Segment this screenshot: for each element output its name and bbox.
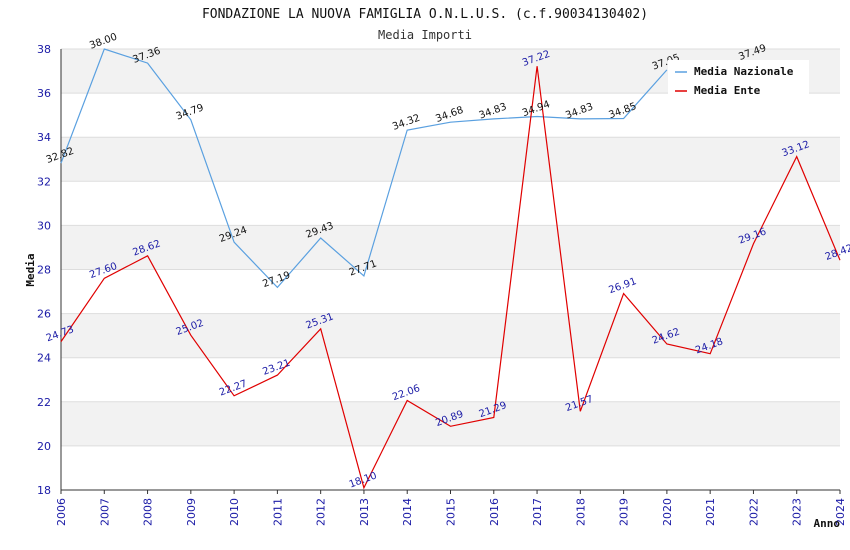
x-tick-label: 2020 [661,498,674,526]
x-axis-label: Anno [814,517,841,530]
x-tick-label: 2024 [834,498,847,526]
axes [60,49,841,494]
y-tick-label: 26 [37,308,51,321]
legend: Media Nazionale Media Ente [668,60,809,98]
x-tick-label: 2012 [315,498,328,526]
x-tick-label: 2011 [271,498,284,526]
data-label-media-ente: 23.21 [261,358,292,378]
plot-band [61,137,840,182]
data-label-media-ente: 22.06 [391,383,422,403]
x-tick-label: 2006 [55,498,68,526]
legend-box [668,60,809,98]
x-tick-label: 2023 [791,498,804,526]
y-tick-label: 18 [37,484,51,497]
y-tick-label: 28 [37,264,51,277]
x-tick-label: 2013 [358,498,371,526]
plot-background-bands [61,49,840,446]
y-tick-label: 38 [37,43,51,56]
series-line-media-ente [60,66,841,490]
y-tick-label: 36 [37,87,51,100]
x-tick-label: 2016 [488,498,501,526]
x-tick-label: 2021 [704,498,717,526]
x-tick-label: 2008 [142,498,155,526]
legend-label-media-ente: Media Ente [694,84,761,97]
x-tick-label: 2009 [185,498,198,526]
chart-title: FONDAZIONE LA NUOVA FAMIGLIA O.N.L.U.S. … [202,7,648,22]
y-axis-label: Media [24,253,37,286]
x-tick-label: 2017 [531,498,544,526]
gridlines [61,48,840,491]
x-tick-label: 2018 [574,498,587,526]
x-tick-label: 2015 [445,498,458,526]
y-tick-labels: 18 20 22 24 26 28 30 32 34 36 38 [37,43,51,497]
y-tick-label: 24 [37,352,51,365]
x-tick-label: 2019 [618,498,631,526]
y-tick-label: 30 [37,219,51,232]
x-tick-label: 2014 [401,498,414,526]
y-tick-label: 32 [37,175,51,188]
x-tick-label: 2022 [747,498,760,526]
y-tick-label: 34 [37,131,51,144]
series-lines [60,49,841,490]
y-tick-label: 22 [37,396,51,409]
plot-band [61,401,840,446]
x-tick-labels: 2006 2007 2008 2009 2010 2011 2012 2013 2014 2015… [55,498,847,526]
y-tick-label: 20 [37,440,51,453]
chart-subtitle: Media Importi [378,28,472,42]
legend-label-media-nazionale: Media Nazionale [694,65,794,78]
data-label-media-ente: 18.10 [348,470,379,490]
x-tick-label: 2010 [228,498,241,526]
data-label-media-nazionale: 34.32 [391,113,422,133]
x-tick-label: 2007 [98,498,111,526]
data-label-media-ente: 26.91 [607,276,638,296]
plot-band [61,225,840,270]
